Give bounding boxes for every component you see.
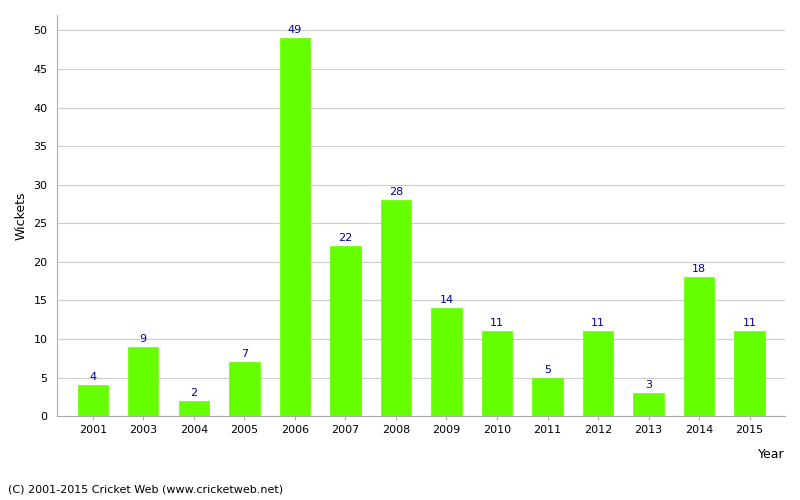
Bar (431, 308, 462, 416)
Text: 4: 4 (90, 372, 96, 382)
Bar (734, 332, 765, 416)
Bar (634, 393, 664, 416)
Text: 5: 5 (544, 364, 551, 374)
Bar (128, 347, 158, 416)
Bar (381, 200, 411, 416)
Bar (229, 362, 259, 416)
Text: 18: 18 (692, 264, 706, 274)
Text: 49: 49 (288, 25, 302, 35)
Text: 22: 22 (338, 234, 353, 243)
Text: 28: 28 (389, 187, 403, 197)
Text: 11: 11 (742, 318, 757, 328)
Bar (684, 278, 714, 416)
Bar (482, 332, 512, 416)
Text: 7: 7 (241, 349, 248, 359)
Bar (583, 332, 614, 416)
Text: 11: 11 (490, 318, 504, 328)
Text: (C) 2001-2015 Cricket Web (www.cricketweb.net): (C) 2001-2015 Cricket Web (www.cricketwe… (8, 485, 283, 495)
Y-axis label: Wickets: Wickets (15, 192, 28, 240)
Bar (78, 386, 108, 416)
Bar (330, 246, 361, 416)
Text: 9: 9 (140, 334, 147, 344)
Text: 14: 14 (439, 295, 454, 305)
Bar (532, 378, 562, 416)
Bar (178, 401, 209, 416)
Text: 2: 2 (190, 388, 198, 398)
Text: 11: 11 (591, 318, 605, 328)
Text: Year: Year (758, 448, 785, 462)
Text: 3: 3 (645, 380, 652, 390)
Bar (280, 38, 310, 416)
